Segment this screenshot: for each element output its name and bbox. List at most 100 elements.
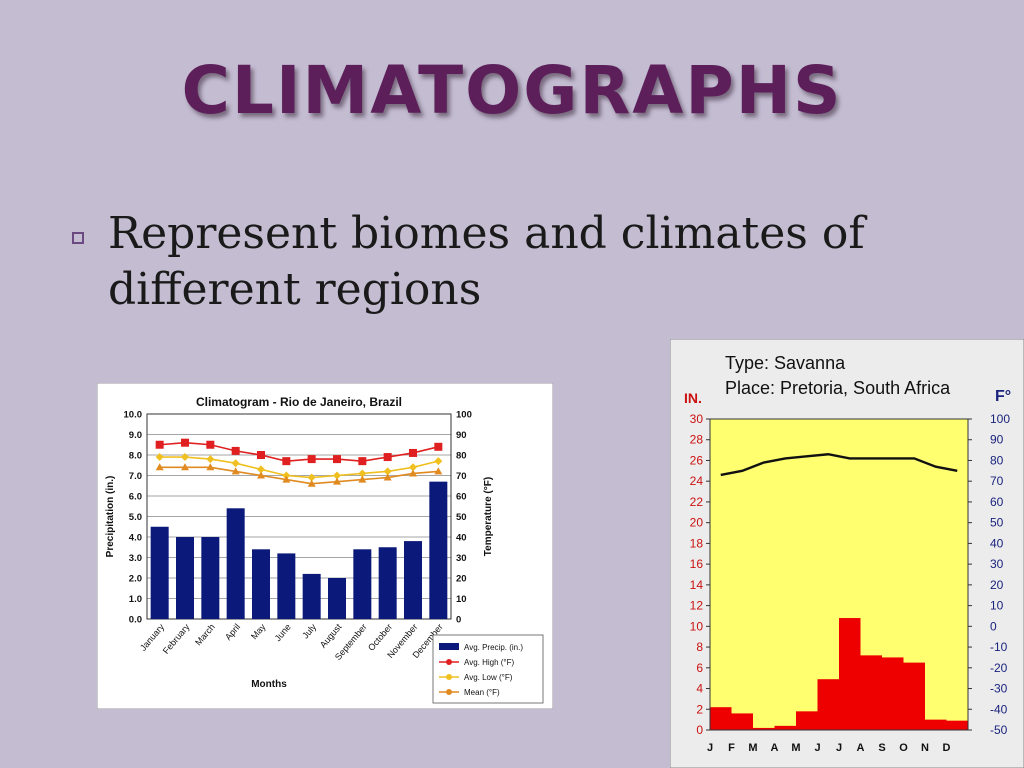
bullet-marker (72, 232, 84, 244)
precip-bar (226, 508, 245, 619)
y-tick-label: 16 (690, 557, 704, 571)
y2-axis-label: Temperature (°F) (483, 477, 494, 556)
mean-marker (181, 463, 189, 471)
temperature-line (159, 456, 439, 479)
x-axis-label: Months (251, 679, 287, 690)
avg-high-marker (181, 438, 189, 447)
avg-high-marker (155, 440, 164, 449)
avg-high-marker (383, 453, 392, 462)
legend-entry: Avg. Precip. (in.) (464, 643, 523, 652)
precip-bar (328, 578, 346, 619)
precip-bar (429, 481, 448, 619)
precip-bar (277, 553, 296, 619)
mean-marker (257, 471, 265, 479)
x-tick-label: D (943, 742, 951, 754)
avg-high-marker (358, 457, 367, 466)
y-tick-label: 2.0 (129, 574, 142, 585)
x-tick-label: J (836, 742, 842, 754)
plot-border (709, 418, 969, 731)
y-tick-label: 10.0 (124, 410, 143, 421)
x-tick-label: M (748, 742, 757, 754)
y-tick-label: 4 (696, 682, 703, 696)
legend-entry: Avg. High (°F) (464, 658, 515, 667)
mean-marker (333, 477, 341, 485)
mean-marker (307, 479, 316, 487)
y-tick-label: 2 (696, 702, 703, 716)
slide-title: CLIMATOGRAPHS (181, 52, 843, 129)
avg-high-marker (434, 442, 443, 451)
precip-bar (710, 707, 732, 730)
precip-bar (378, 547, 397, 619)
avg-low-marker (307, 473, 316, 482)
y2-tick-label: -30 (990, 682, 1008, 696)
y-tick-label: 22 (690, 495, 704, 509)
precip-bar (150, 526, 169, 619)
precip-bar (353, 549, 372, 619)
temperature-line (159, 441, 439, 462)
legend-entry: Mean (°F) (464, 688, 500, 697)
y-tick-label: 30 (690, 412, 704, 426)
x-tick-label: J (707, 742, 713, 754)
avg-low-marker (282, 471, 291, 480)
y2-tick-label: 80 (990, 453, 1004, 467)
avg-low-marker (155, 453, 164, 462)
y2-tick-label: 70 (990, 474, 1004, 488)
y2-tick-label: -40 (990, 702, 1008, 716)
precip-bar (903, 662, 925, 730)
avg-high-marker (206, 440, 215, 449)
legend-marker (446, 689, 452, 695)
avg-high-marker (307, 455, 316, 464)
avg-low-marker (409, 463, 417, 472)
precip-bar (839, 618, 861, 730)
precip-bar (925, 719, 947, 730)
y2-tick-label: 30 (990, 557, 1004, 571)
y-tick-label: 6.0 (129, 492, 142, 503)
precip-bar (201, 537, 220, 619)
mean-marker (383, 473, 392, 481)
y-tick-label: 8 (696, 640, 703, 654)
y2-tick-label: 60 (456, 492, 467, 503)
y-tick-label: 1.0 (129, 594, 142, 605)
chart-title-line: Place: Pretoria, South Africa (725, 378, 951, 398)
y2-tick-label: 40 (990, 536, 1004, 550)
rio-climatogram-chart: Climatogram - Rio de Janeiro, Brazil 0.0 1… (97, 383, 553, 709)
precip-bar (882, 657, 904, 730)
avg-high-marker (231, 446, 240, 455)
mean-marker (231, 467, 240, 475)
y-tick-label: 26 (690, 453, 704, 467)
avg-high-marker (333, 455, 341, 464)
precip-bar (176, 537, 194, 619)
avg-low-marker (206, 455, 215, 464)
avg-low-marker (231, 459, 240, 468)
y-tick-label: 0 (696, 723, 703, 737)
x-tick-label: M (791, 742, 800, 754)
y-tick-label: 20 (690, 516, 704, 530)
mean-marker (409, 469, 417, 477)
avg-high-marker (257, 451, 265, 459)
mean-marker (206, 463, 215, 471)
y2-tick-label: 0 (990, 619, 997, 633)
y-tick-label: 5.0 (129, 512, 142, 523)
y-tick-label: 4.0 (129, 533, 142, 544)
y2-tick-label: 90 (456, 430, 467, 441)
precip-bar (817, 679, 839, 730)
mean-marker (358, 475, 367, 483)
y2-tick-label: -50 (990, 723, 1008, 737)
chart-title: Climatogram - Rio de Janeiro, Brazil (196, 395, 402, 409)
y2-tick-label: 80 (456, 451, 467, 462)
legend-marker (446, 659, 452, 665)
y2-tick-label: 60 (990, 495, 1004, 509)
avg-low-marker (383, 467, 392, 476)
y2-tick-label: 100 (456, 410, 472, 421)
y2-tick-label: 10 (456, 594, 467, 605)
y2-tick-label: -20 (990, 661, 1008, 675)
y2-tick-label: 0 (456, 615, 461, 626)
y2-tick-label: 50 (990, 516, 1004, 530)
y-tick-label: 14 (690, 578, 704, 592)
y2-tick-label: 70 (456, 471, 467, 482)
legend-entry: Avg. Low (°F) (464, 673, 513, 682)
avg-high-marker (282, 457, 291, 466)
x-tick-label: A (771, 742, 779, 754)
y-tick-label: 7.0 (129, 471, 142, 482)
x-tick-label: J (814, 742, 820, 754)
